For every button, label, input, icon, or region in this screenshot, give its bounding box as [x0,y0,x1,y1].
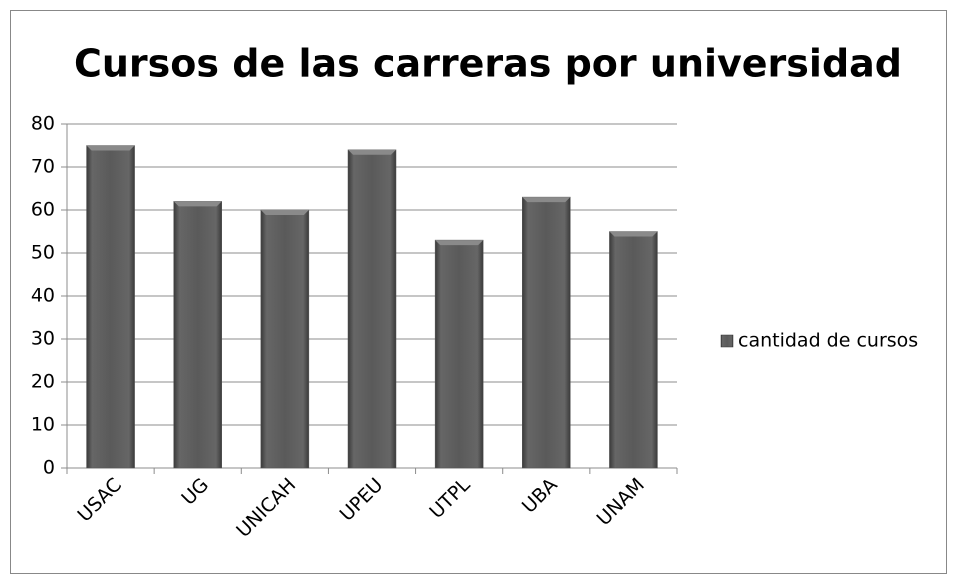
bar [347,149,397,469]
chart-title: Cursos de las carreras por universidad [74,42,902,86]
legend-swatch [720,334,734,348]
y-tick-label: 40 [31,285,55,307]
y-tick-label: 80 [31,113,55,135]
bar [434,239,484,469]
y-tick-label: 10 [31,414,55,436]
bar-cap [86,145,135,151]
y-tick-label: 70 [31,156,55,178]
y-tick-label: 30 [31,328,55,350]
legend-label: cantidad de cursos [738,330,918,352]
bar [173,201,222,469]
bar-cap [609,231,658,237]
bar-cap [173,201,222,207]
bar [522,196,571,469]
bar-cap [260,210,309,215]
y-tick-label: 50 [31,242,55,264]
bar [86,145,135,469]
y-tick-label: 20 [31,371,55,393]
bar-cap [435,240,484,246]
bar [609,231,658,469]
bar-cap [522,197,571,203]
bar-cap [348,149,396,155]
bar [260,209,310,469]
y-tick-label: 60 [31,199,55,221]
y-tick-label: 0 [43,457,55,479]
